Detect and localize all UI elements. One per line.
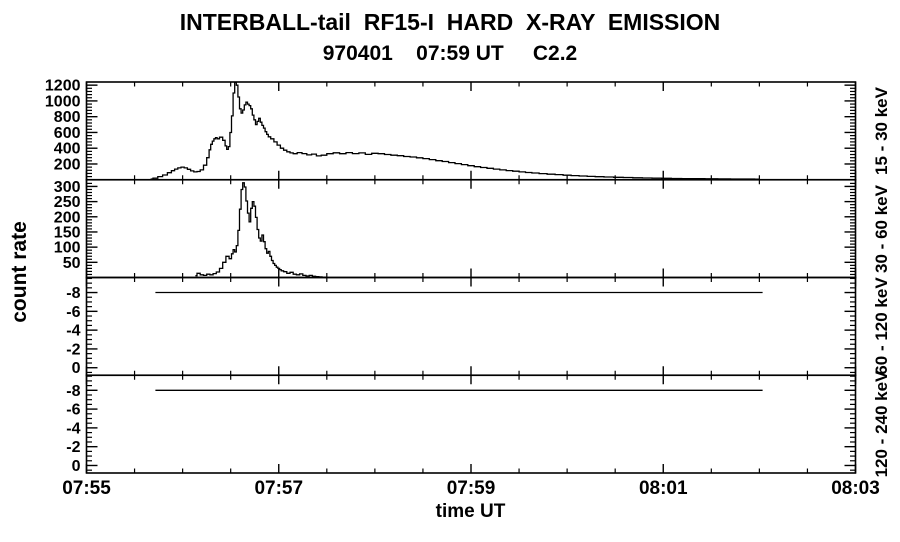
data-trace-panel-1	[195, 182, 327, 279]
y-axis-title: count rate	[8, 221, 31, 323]
data-trace-panel-0	[150, 81, 760, 180]
y-tick-label: 100	[54, 240, 81, 257]
y-tick-label: 400	[54, 141, 81, 158]
y-tick-label: 0	[72, 360, 81, 377]
y-tick-label: -4	[66, 323, 80, 340]
x-tick-label: 08:01	[639, 478, 688, 499]
panel-frame-1	[85, 178, 857, 279]
y-tick-label: -2	[66, 341, 80, 358]
y-tick-label: -6	[66, 304, 80, 321]
y-tick-label: 1200	[45, 78, 81, 95]
x-tick-label: 07:59	[447, 478, 496, 499]
chart-subtitle: 970401 07:59 UT C2.2	[322, 42, 578, 65]
y-tick-label: -6	[66, 402, 80, 419]
x-tick-label: 07:55	[62, 478, 111, 499]
y-tick-label: 250	[54, 194, 81, 211]
y-tick-label: -8	[66, 383, 80, 400]
y-tick-label: 150	[54, 224, 81, 241]
y-tick-label: 600	[54, 125, 81, 142]
y-tick-label: 50	[63, 255, 81, 272]
y-tick-label: 0	[72, 458, 81, 475]
y-tick-label: -8	[66, 285, 80, 302]
x-axis-title: time UT	[435, 501, 506, 522]
y-tick-label: 800	[54, 109, 81, 126]
y-tick-label: -4	[66, 420, 80, 437]
chart-title: INTERBALL-tail RF15-I HARD X-RAY EMISSIO…	[179, 9, 721, 35]
y-tick-label: 300	[54, 179, 81, 196]
panel-label-120-240-kev: 120 - 240 keV	[872, 370, 891, 478]
y-tick-label: -2	[66, 439, 80, 456]
y-tick-label: 200	[54, 156, 81, 173]
y-tick-label: 200	[54, 209, 81, 226]
x-tick-label: 07:57	[254, 478, 303, 499]
y-tick-label: 1000	[45, 93, 81, 110]
x-tick-label: 08:03	[831, 478, 880, 499]
